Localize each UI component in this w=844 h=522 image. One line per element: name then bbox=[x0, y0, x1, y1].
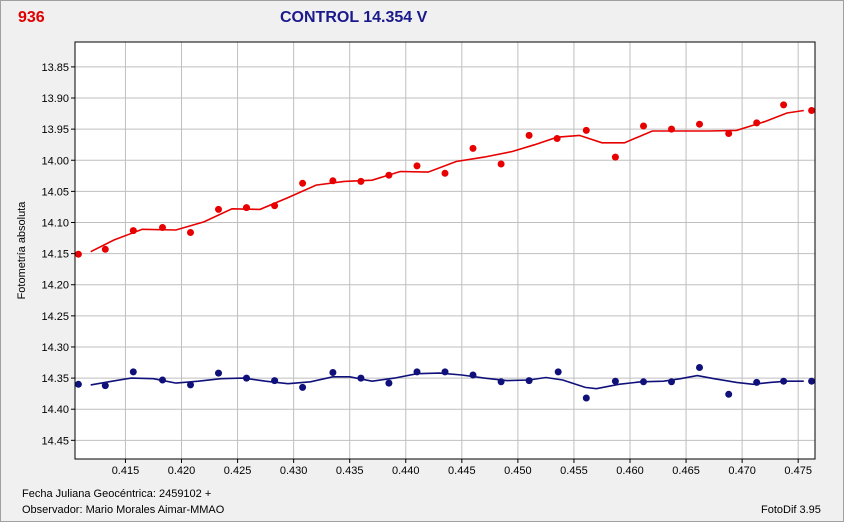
plot-border bbox=[74, 41, 816, 460]
data-point bbox=[553, 135, 561, 142]
data-point bbox=[159, 376, 166, 384]
data-point bbox=[808, 107, 816, 114]
data-point bbox=[187, 381, 194, 389]
observer-label: Observador: Mario Morales Aimar-MMAO bbox=[22, 504, 225, 516]
data-point bbox=[808, 377, 816, 385]
data-point bbox=[215, 205, 222, 213]
y-tick-label: 14.05 bbox=[41, 186, 69, 198]
data-point bbox=[271, 202, 279, 210]
x-tick-label: 0.455 bbox=[560, 465, 588, 477]
star-id-label: 936 bbox=[18, 9, 45, 26]
data-point bbox=[385, 171, 393, 179]
x-tick-label: 0.460 bbox=[616, 465, 644, 477]
y-tick-label: 14.15 bbox=[41, 249, 69, 261]
x-axis-ticks: 0.415 0.420 0.425 0.430 0.435 0.440 0.445 0.450… bbox=[112, 459, 812, 477]
y-tick-label: 14.10 bbox=[41, 217, 69, 229]
data-point bbox=[668, 125, 675, 133]
data-point bbox=[357, 374, 365, 382]
grid-lines bbox=[75, 42, 815, 459]
x-tick-label: 0.445 bbox=[448, 465, 476, 477]
data-point bbox=[74, 250, 82, 258]
y-tick-label: 13.90 bbox=[41, 93, 69, 105]
series-red bbox=[74, 101, 816, 258]
data-point bbox=[611, 377, 619, 385]
data-point bbox=[668, 378, 675, 386]
series-blue bbox=[74, 364, 816, 402]
julian-date-label: Fecha Juliana Geocéntrica: 2459102 + bbox=[22, 488, 212, 500]
data-point bbox=[101, 245, 109, 253]
data-point bbox=[525, 377, 533, 385]
x-tick-label: 0.435 bbox=[336, 465, 364, 477]
y-tick-label: 14.25 bbox=[41, 311, 69, 323]
chart-title: CONTROL 14.354 V bbox=[280, 9, 428, 26]
data-point bbox=[413, 368, 421, 376]
data-point bbox=[582, 126, 590, 134]
x-tick-label: 0.420 bbox=[168, 465, 196, 477]
data-point bbox=[525, 131, 533, 139]
data-point bbox=[725, 390, 733, 398]
data-point bbox=[385, 379, 393, 387]
y-axis-title: Fotometría absoluta bbox=[16, 201, 28, 300]
data-point bbox=[243, 204, 250, 212]
data-point bbox=[696, 120, 703, 128]
data-point bbox=[299, 383, 307, 391]
y-tick-label: 14.45 bbox=[41, 435, 69, 447]
data-point bbox=[554, 368, 562, 376]
x-tick-label: 0.450 bbox=[504, 465, 532, 477]
x-tick-label: 0.465 bbox=[672, 465, 700, 477]
x-tick-label: 0.440 bbox=[392, 465, 420, 477]
data-point bbox=[441, 169, 449, 177]
data-point bbox=[497, 160, 505, 168]
y-tick-label: 14.40 bbox=[41, 404, 69, 416]
data-point bbox=[413, 162, 421, 170]
data-point bbox=[640, 378, 647, 386]
data-point bbox=[753, 119, 761, 127]
y-tick-label: 14.35 bbox=[41, 373, 69, 385]
trend-line bbox=[90, 109, 804, 253]
x-tick-label: 0.470 bbox=[728, 465, 756, 477]
y-tick-label: 14.20 bbox=[41, 280, 69, 292]
data-point bbox=[611, 153, 619, 161]
data-point bbox=[271, 377, 279, 385]
data-point bbox=[159, 224, 166, 231]
data-point bbox=[780, 101, 788, 109]
data-point bbox=[187, 229, 194, 236]
plot-area bbox=[75, 42, 815, 459]
data-point bbox=[780, 377, 788, 385]
software-version-label: FotoDif 3.95 bbox=[761, 504, 821, 516]
y-tick-label: 14.00 bbox=[41, 155, 69, 167]
x-tick-label: 0.415 bbox=[112, 465, 140, 477]
data-point bbox=[753, 378, 761, 386]
data-point bbox=[329, 177, 337, 185]
data-point bbox=[640, 122, 647, 130]
data-point bbox=[582, 394, 590, 402]
data-point bbox=[497, 378, 505, 386]
data-point bbox=[469, 144, 477, 152]
series-layer bbox=[74, 101, 816, 402]
data-point bbox=[696, 364, 703, 371]
data-point bbox=[725, 130, 733, 137]
y-tick-label: 13.95 bbox=[41, 124, 69, 136]
x-tick-label: 0.430 bbox=[280, 465, 308, 477]
data-point bbox=[299, 179, 307, 187]
y-tick-label: 14.30 bbox=[41, 342, 69, 354]
data-point bbox=[329, 369, 337, 376]
data-point bbox=[215, 369, 222, 377]
data-point bbox=[243, 374, 250, 382]
data-point bbox=[469, 371, 477, 379]
y-tick-label: 13.85 bbox=[41, 62, 69, 74]
data-point bbox=[101, 382, 109, 390]
y-axis-ticks: 13.85 13.90 13.95 14.00 14.05 14.10 14.15 14.20… bbox=[41, 62, 75, 447]
data-point bbox=[129, 227, 137, 235]
x-tick-label: 0.475 bbox=[784, 465, 812, 477]
data-point bbox=[357, 177, 365, 185]
data-point bbox=[74, 380, 82, 388]
data-point bbox=[129, 368, 137, 376]
data-point bbox=[441, 368, 449, 376]
x-tick-label: 0.425 bbox=[224, 465, 252, 477]
